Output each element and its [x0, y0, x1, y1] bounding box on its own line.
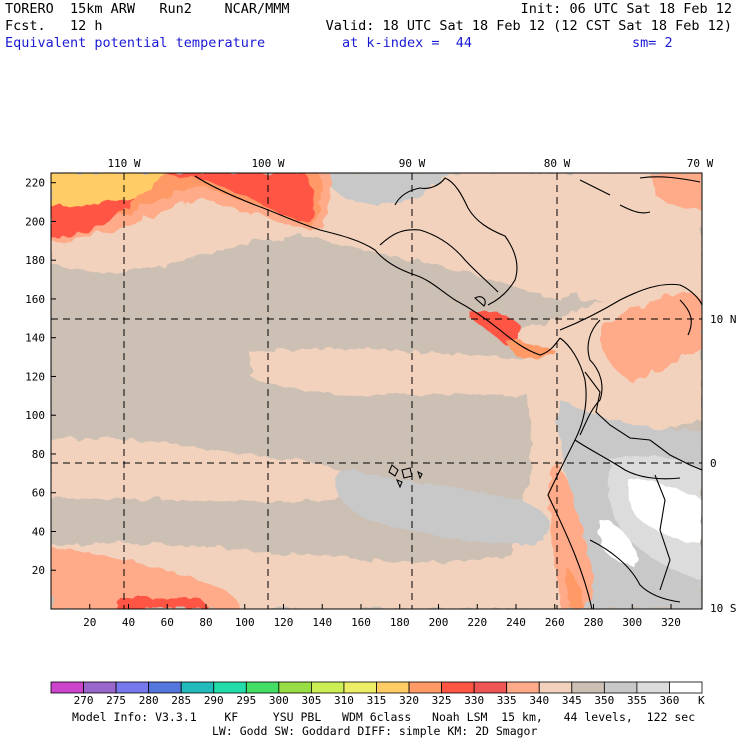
colorbar-label: 325 [432, 694, 452, 707]
x-tick-label: 40 [122, 616, 135, 629]
model-title: TORERO 15km ARW Run2 NCAR/MMM [5, 1, 290, 17]
field-name: Equivalent potential temperature [5, 35, 266, 51]
colorbar-label: 350 [594, 694, 614, 707]
colorbar-swatch [538, 681, 573, 694]
y-grid-index-labels: 220 200 180 160 140 120 100 80 60 40 20 [25, 177, 45, 578]
y-tick-label: 40 [32, 525, 45, 538]
colorbar-label: 305 [301, 694, 321, 707]
x-tick-label: 80 [199, 616, 212, 629]
latitude-labels: 10 N 0 10 S [710, 313, 737, 615]
x-tick-label: 180 [390, 616, 410, 629]
lat-label: 10 N [710, 313, 737, 326]
colorbar-swatch [441, 681, 475, 694]
lat-label: 0 [710, 457, 717, 470]
colorbar-swatch [115, 681, 150, 694]
y-tick-label: 160 [25, 293, 45, 306]
x-tick-label: 160 [351, 616, 371, 629]
y-tick-label: 20 [32, 564, 45, 577]
valid-time: Valid: 18 UTC Sat 18 Feb 12 (12 CST Sat … [325, 18, 732, 34]
x-tick-label: 140 [312, 616, 332, 629]
colorbar-label: 295 [236, 694, 256, 707]
x-tick-label: 260 [545, 616, 565, 629]
y-tick-label: 80 [32, 448, 45, 461]
y-tick-label: 120 [25, 370, 45, 383]
colorbar-label: 355 [627, 694, 647, 707]
colorbar-swatch [213, 681, 247, 694]
colorbar-label: 360 [660, 694, 680, 707]
colorbar-label: 330 [464, 694, 484, 707]
x-tick-label: 300 [622, 616, 642, 629]
colorbar-label: 340 [529, 694, 549, 707]
colorbar-labels: 270 275 280 285 290 295 300 305 310 315 320 325 330 3… [74, 694, 680, 707]
x-tick-label: 240 [506, 616, 526, 629]
lon-label: 80 W [544, 157, 571, 170]
x-tick-label: 220 [467, 616, 487, 629]
x-tick-label: 20 [83, 616, 96, 629]
colorbar-swatch [506, 681, 540, 694]
x-tick-label: 280 [584, 616, 604, 629]
colorbar-swatch [148, 681, 182, 694]
lon-label: 70 W [687, 157, 714, 170]
x-tick-label: 60 [161, 616, 174, 629]
y-tick-label: 180 [25, 254, 45, 267]
colorbar-label: 290 [204, 694, 224, 707]
colorbar-label: 315 [367, 694, 387, 707]
temperature-field [51, 173, 702, 609]
init-time: Init: 06 UTC Sat 18 Feb 12 [520, 1, 732, 17]
x-tick-label: 120 [274, 616, 294, 629]
x-tick-label: 200 [429, 616, 449, 629]
colorbar-swatch [669, 681, 703, 694]
colorbar-label: 275 [106, 694, 126, 707]
y-tick-label: 100 [25, 409, 45, 422]
lon-label: 110 W [107, 157, 140, 170]
coastlines [194, 175, 702, 609]
colorbar-swatch [376, 681, 410, 694]
lat-lon-grid [51, 173, 702, 609]
y-tick-label: 220 [25, 177, 45, 190]
colorbar-swatch [603, 681, 638, 694]
colorbar-swatch [278, 681, 312, 694]
x-tick-label: 100 [235, 616, 255, 629]
physics-info: LW: Godd SW: Goddard DIFF: simple KM: 2D… [212, 724, 538, 738]
colorbar-swatch [310, 681, 345, 694]
colorbar-label: 320 [399, 694, 419, 707]
y-tick-label: 60 [32, 487, 45, 500]
colorbar-swatch [408, 681, 442, 694]
lon-label: 100 W [251, 157, 284, 170]
tick-marks [51, 182, 672, 609]
smoothing-value: sm= 2 [632, 35, 673, 51]
y-tick-label: 200 [25, 215, 45, 228]
colorbar-label: 300 [269, 694, 289, 707]
colorbar-label: 280 [139, 694, 159, 707]
colorbar-label: 345 [562, 694, 582, 707]
colorbar-unit: K [698, 694, 705, 707]
colorbar-swatch [50, 681, 84, 694]
model-info: Model Info: V3.3.1 KF YSU PBL WDM 6class… [72, 710, 696, 724]
colorbar-swatch [180, 681, 215, 694]
x-tick-label: 320 [661, 616, 681, 629]
colorbar-label: 310 [334, 694, 354, 707]
colorbar-swatch [343, 681, 377, 694]
k-index-level: at k-index = 44 [342, 35, 473, 51]
colorbar-label: 335 [497, 694, 517, 707]
plot-frame [50, 172, 703, 610]
colorbar-swatch [473, 681, 508, 694]
colorbar-swatch [83, 681, 117, 694]
colorbar-label: 285 [171, 694, 191, 707]
forecast-hour: Fcst. 12 h [5, 18, 103, 34]
lon-label: 90 W [399, 157, 426, 170]
longitude-labels: 110 W 100 W 90 W 80 W 70 W [107, 157, 713, 170]
colorbar-swatch [245, 681, 280, 694]
colorbar-swatch [636, 681, 670, 694]
y-tick-label: 140 [25, 332, 45, 345]
lat-label: 10 S [710, 602, 737, 615]
colorbar-label: 270 [74, 694, 94, 707]
x-grid-index-labels: 20 40 60 80 100 120 140 160 180 200 220 240 260 280 30… [83, 616, 681, 629]
colorbar [50, 681, 703, 694]
colorbar-swatch [571, 681, 605, 694]
